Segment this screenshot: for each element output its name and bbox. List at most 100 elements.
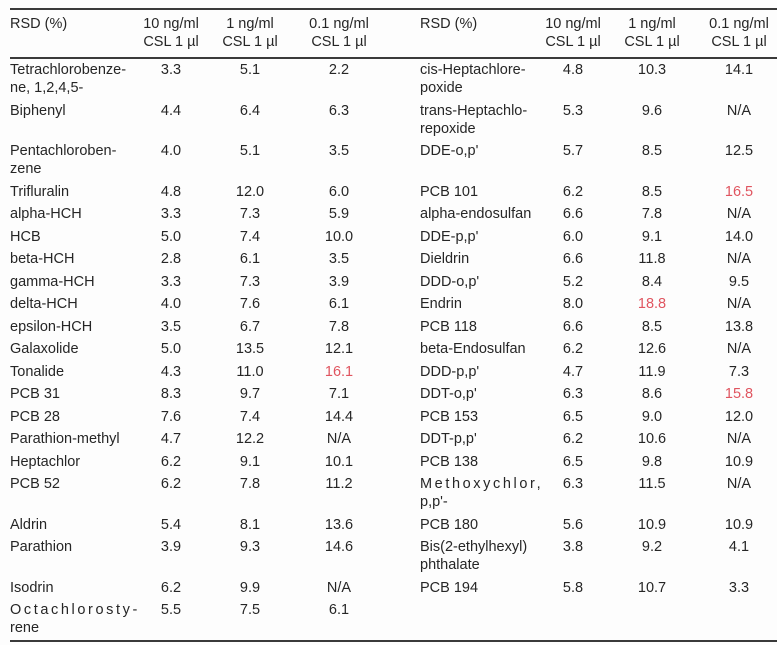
rsd-value: 7.8 <box>239 476 261 492</box>
compound-name-line: Endrin <box>420 296 462 312</box>
rsd-value: 6.4 <box>239 102 261 119</box>
rsd-value: 8.5 <box>641 183 663 200</box>
column-gap <box>382 9 420 58</box>
header-concentration: 0.1 ng/ml <box>309 16 369 32</box>
rsd-value: 9.0 <box>641 408 663 425</box>
rsd-value: 6.3 <box>328 102 350 119</box>
compound-name: DDT-p,p' <box>420 428 538 451</box>
compound-name-line: Heptachlor <box>10 453 81 470</box>
rsd-value: N/A <box>726 206 752 222</box>
column-gap <box>382 226 420 249</box>
compound-name-line: HCB <box>10 228 41 245</box>
header-concentration: 10 ng/ml <box>545 16 601 32</box>
compound-name: Pentachloroben-zene <box>10 140 138 181</box>
rsd-value: 11.0 <box>236 363 264 380</box>
rsd-value: 10.9 <box>724 453 754 470</box>
rsd-value: 10.0 <box>324 228 354 245</box>
compound-name-line: Octachlorosty- <box>10 602 140 618</box>
compound-name-line: Dieldrin <box>420 251 470 267</box>
compound-name: DDD-p,p' <box>420 361 538 384</box>
compound-name-line: DDE-p,p' <box>420 228 479 245</box>
table-row: Galaxolide 5.0 13.5 12.1 beta-Endosulfan 6.2 1… <box>10 338 777 361</box>
column-gap <box>382 140 420 181</box>
rsd-value: 7.4 <box>239 228 261 245</box>
compound-name: alpha-endosulfan <box>420 203 538 226</box>
column-gap <box>382 203 420 226</box>
table-body: Tetrachlorobenze-ne, 1,2,4,5- 3.3 5.1 2.2 ci… <box>10 58 777 641</box>
rsd-value: 5.7 <box>562 143 584 159</box>
compound-name-line: PCB 28 <box>10 408 60 425</box>
rsd-value: 13.8 <box>724 318 754 335</box>
rsd-value: 5.3 <box>562 102 584 119</box>
table-row: PCB 52 6.2 7.8 11.2 Methoxychlor, p,p'- 6.3 11.… <box>10 473 777 514</box>
compound-name-line: PCB 138 <box>420 453 479 470</box>
rsd-value: 10.9 <box>637 516 667 533</box>
rsd-value: 5.1 <box>239 62 261 78</box>
table-row: gamma-HCH 3.3 7.3 3.9 DDD-o,p' 5.2 8.4 9.5 <box>10 271 777 294</box>
rsd-value: 7.6 <box>160 408 182 425</box>
header-10ngml-right: 10 ng/ml CSL 1 µl <box>538 9 608 58</box>
rsd-value: N/A <box>726 296 752 312</box>
compound-name: PCB 101 <box>420 181 538 204</box>
rsd-value: 7.3 <box>728 363 750 380</box>
header-10ngml-left: 10 ng/ml CSL 1 µl <box>138 9 204 58</box>
compound-name: Isodrin <box>10 577 138 600</box>
rsd-value: 3.3 <box>160 62 182 78</box>
rsd-value: 6.5 <box>562 408 584 425</box>
column-gap <box>382 338 420 361</box>
rsd-value: 9.3 <box>239 539 261 555</box>
compound-name: Methoxychlor, p,p'- <box>420 473 544 514</box>
compound-name-line: DDT-o,p' <box>420 386 477 402</box>
rsd-value: 3.8 <box>562 539 584 555</box>
rsd-value: 7.4 <box>239 408 261 425</box>
rsd-value: 13.5 <box>235 341 265 357</box>
rsd-value: 7.3 <box>239 273 261 290</box>
rsd-value: 5.2 <box>562 273 584 290</box>
rsd-value: 7.8 <box>328 318 350 335</box>
rsd-value: 9.9 <box>239 579 261 596</box>
rsd-table: RSD (%) 10 ng/ml CSL 1 µl 1 ng/ml CSL 1 … <box>10 8 777 642</box>
compound-name-line: Methoxychlor, <box>420 476 544 492</box>
compound-name-line: rene <box>10 620 40 636</box>
rsd-value: 4.3 <box>160 363 182 380</box>
rsd-value: 10.1 <box>324 453 354 470</box>
rsd-value: 12.0 <box>235 183 265 200</box>
column-gap <box>382 248 420 271</box>
rsd-value: 6.0 <box>328 183 350 200</box>
rsd-value: 7.8 <box>641 206 663 222</box>
compound-name: PCB 194 <box>420 577 538 600</box>
rsd-value: 8.1 <box>239 516 261 533</box>
rsd-value: 3.9 <box>328 273 350 290</box>
compound-name: Octachlorosty-rene <box>10 599 138 641</box>
compound-name: Endrin <box>420 293 538 316</box>
rsd-value: 5.0 <box>160 228 182 245</box>
compound-name: Galaxolide <box>10 338 138 361</box>
header-1ngml-left: 1 ng/ml CSL 1 µl <box>204 9 296 58</box>
rsd-value <box>696 599 777 641</box>
table-row: Tonalide 4.3 11.0 16.1 DDD-p,p' 4.7 11.9 7.3 <box>10 361 777 384</box>
header-csl-volume: CSL 1 µl <box>311 34 367 50</box>
compound-name-line: beta-Endosulfan <box>420 341 526 357</box>
table-row: delta-HCH 4.0 7.6 6.1 Endrin 8.0 18.8 N/A <box>10 293 777 316</box>
rsd-value: N/A <box>726 102 752 119</box>
rsd-value: 3.5 <box>328 251 350 267</box>
header-csl-volume: CSL 1 µl <box>624 34 680 50</box>
header-1ngml-right: 1 ng/ml CSL 1 µl <box>608 9 696 58</box>
header-rsd-left: RSD (%) <box>10 16 68 32</box>
rsd-value: 6.2 <box>160 453 182 470</box>
rsd-value-flagged: 16.5 <box>724 183 754 200</box>
rsd-value: 12.1 <box>324 341 354 357</box>
column-gap <box>382 406 420 429</box>
compound-name: PCB 52 <box>10 473 138 514</box>
rsd-value: 6.5 <box>562 453 584 470</box>
rsd-value: 8.4 <box>641 273 663 290</box>
compound-name: PCB 180 <box>420 514 538 537</box>
rsd-value: 3.3 <box>728 579 750 596</box>
rsd-value: 6.3 <box>562 476 584 492</box>
table-row: Isodrin 6.2 9.9 N/A PCB 194 5.8 10.7 3.3 <box>10 577 777 600</box>
compound-name: alpha-HCH <box>10 203 138 226</box>
rsd-value: 10.6 <box>637 431 667 447</box>
header-01ngml-right: 0.1 ng/ml CSL 1 µl <box>696 9 777 58</box>
compound-name: HCB <box>10 226 138 249</box>
rsd-value: 14.6 <box>324 539 354 555</box>
